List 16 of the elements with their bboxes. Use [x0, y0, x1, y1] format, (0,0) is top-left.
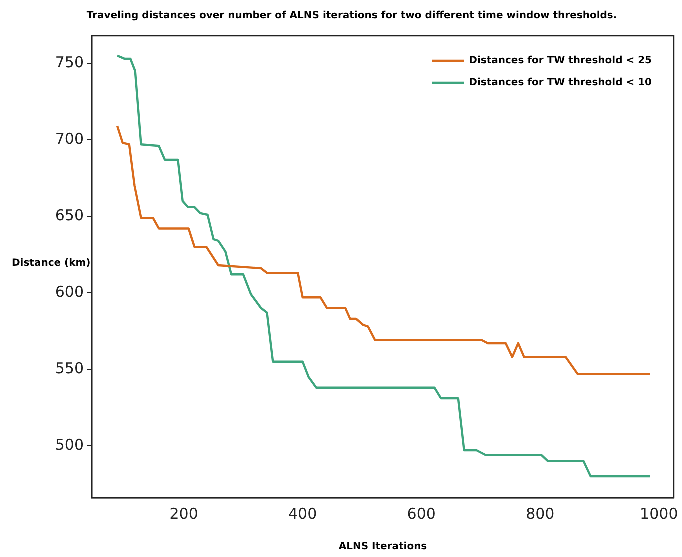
y-tick-label: 500: [55, 436, 84, 454]
x-tick-label: 800: [526, 504, 555, 523]
x-tick-label: 1000: [640, 504, 678, 523]
y-tick-label: 550: [55, 359, 84, 378]
y-tick-label: 600: [55, 282, 84, 301]
legend-label: Distances for TW threshold < 10: [469, 78, 652, 89]
y-axis-title: Distance (km): [12, 258, 91, 269]
y-tick-label: 750: [55, 53, 84, 72]
x-tick-label: 200: [170, 504, 198, 523]
chart-title: Traveling distances over number of ALNS iterations for two different time window thresholds.: [86, 10, 618, 22]
y-tick-label: 650: [55, 206, 84, 224]
y-tick-label: 700: [55, 130, 84, 148]
x-tick-label: 600: [407, 504, 436, 523]
x-axis-title: ALNS Iterations: [338, 542, 428, 553]
x-tick-label: 400: [288, 504, 318, 523]
legend-label: Distances for TW threshold < 25: [469, 56, 652, 67]
